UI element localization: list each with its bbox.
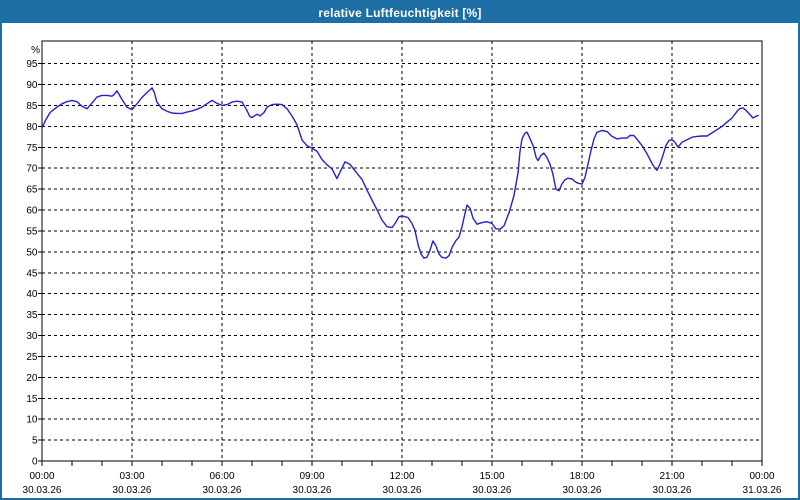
x-tick-time-label: 03:00	[119, 471, 144, 482]
x-tick-date-label: 31.03.26	[743, 485, 782, 496]
y-tick-label: 75	[26, 143, 38, 154]
y-tick-label: 70	[26, 164, 38, 175]
axis-labels: 0 5 10 15 20 25 30 35 40 45 50 55 60 65 70 75 80 85 90 95% 0…	[23, 45, 782, 496]
y-tick-label: 85	[26, 101, 38, 112]
y-tick-label: 15	[26, 394, 38, 405]
y-tick-label: 50	[26, 247, 38, 258]
title-bar: relative Luftfeuchtigkeit [%]	[2, 2, 798, 23]
y-tick-label: 0	[32, 457, 38, 468]
y-tick-label: 10	[26, 415, 38, 426]
y-tick-label: 25	[26, 352, 38, 363]
x-tick-date-label: 30.03.26	[563, 485, 602, 496]
y-tick-label: 55	[26, 226, 38, 237]
x-tick-time-label: 15:00	[479, 471, 504, 482]
x-tick-date-label: 30.03.26	[293, 485, 332, 496]
x-tick-time-label: 12:00	[389, 471, 414, 482]
y-tick-label: 80	[26, 122, 38, 133]
series-line-relative-luftfeuchtigkeit	[41, 87, 759, 259]
window-title: relative Luftfeuchtigkeit [%]	[318, 5, 482, 20]
x-tick-date-label: 30.03.26	[473, 485, 512, 496]
gridlines	[42, 41, 762, 461]
x-tick-time-label: 09:00	[299, 471, 324, 482]
x-tick-date-label: 30.03.26	[203, 485, 242, 496]
x-tick-time-label: 18:00	[569, 471, 594, 482]
axis-ticks	[38, 63, 763, 466]
y-tick-label: 30	[26, 331, 38, 342]
x-tick-date-label: 30.03.26	[23, 485, 62, 496]
y-tick-label: 65	[26, 185, 38, 196]
y-tick-label: 20	[26, 373, 38, 384]
x-tick-time-label: 00:00	[29, 471, 54, 482]
x-tick-date-label: 30.03.26	[113, 485, 152, 496]
y-axis-unit-label: %	[31, 45, 40, 56]
x-tick-time-label: 06:00	[209, 471, 234, 482]
y-tick-label: 35	[26, 310, 38, 321]
x-tick-time-label: 00:00	[749, 471, 774, 482]
y-tick-label: 90	[26, 80, 38, 91]
plot-border	[41, 40, 763, 462]
x-tick-time-label: 21:00	[659, 471, 684, 482]
x-tick-date-label: 30.03.26	[383, 485, 422, 496]
y-tick-label: 5	[32, 436, 38, 447]
x-tick-date-label: 30.03.26	[653, 485, 692, 496]
y-tick-label: 45	[26, 268, 38, 279]
y-tick-label: 95	[26, 59, 38, 70]
y-tick-label: 60	[26, 206, 38, 217]
y-tick-label: 40	[26, 289, 38, 300]
